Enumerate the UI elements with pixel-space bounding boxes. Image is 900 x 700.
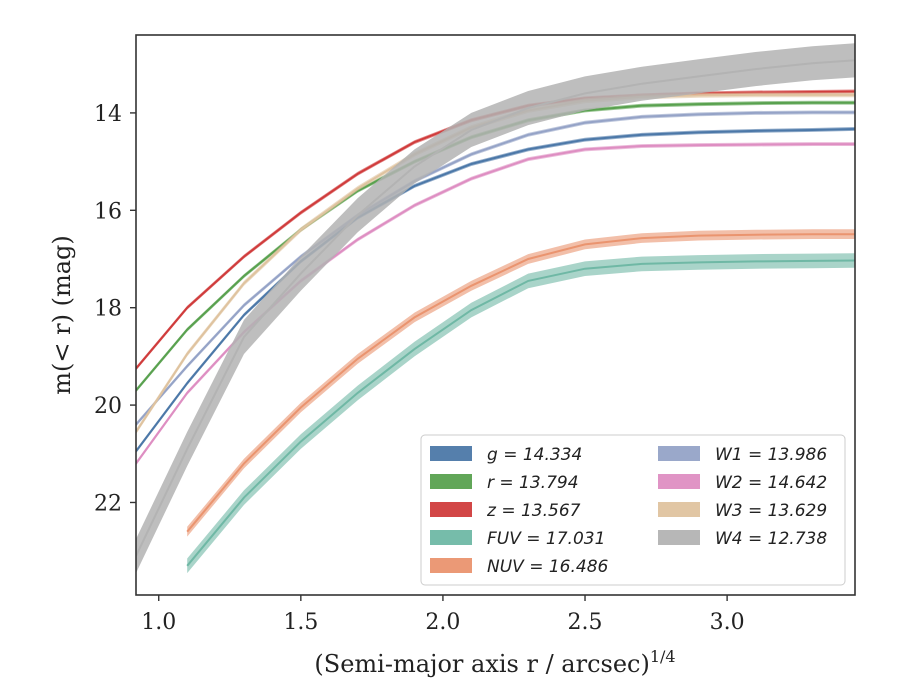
legend-label-w3: W3 = 13.629 (715, 501, 827, 521)
series-fuv-line (186, 259, 855, 567)
legend-swatch-w2 (658, 474, 700, 489)
legend-swatch-w3 (658, 502, 700, 517)
legend-swatch-w1 (658, 446, 700, 461)
series-g (136, 127, 855, 454)
x-tick-label: 2.5 (568, 610, 603, 635)
legend-swatch-fuv (430, 530, 472, 545)
y-tick-label: 20 (94, 394, 122, 419)
legend-label-z: z = 13.567 (486, 501, 581, 521)
legend-entry-w3: W3 = 13.629 (658, 501, 827, 521)
legend-entry-g: g = 14.334 (430, 445, 582, 465)
plot-frame (135, 34, 856, 596)
legend-entry-w2: W2 = 14.642 (658, 473, 827, 493)
legend-label-w4: W4 = 12.738 (715, 529, 827, 549)
legend-entry-nuv: NUV = 16.486 (430, 557, 609, 577)
series-g-line (136, 128, 855, 452)
legend-swatch-g (430, 446, 472, 461)
y-tick-label: 18 (94, 297, 122, 322)
legend-label-fuv: FUV = 17.031 (487, 529, 605, 549)
legend-entry-z: z = 13.567 (430, 501, 581, 521)
y-axis-label: m(< r) (mag) (48, 235, 76, 394)
ticks-layer: 1.0 1.5 2.0 2.5 3.0 14 16 18 20 22 (94, 102, 745, 635)
x-axis-label: (Semi-major axis r / arcsec)1/4 (314, 647, 675, 678)
legend-label-w2: W2 = 14.642 (715, 473, 827, 493)
series-fuv (186, 253, 855, 574)
legend-label-r: r = 13.794 (487, 473, 579, 493)
y-tick-label: 22 (94, 491, 122, 516)
legend-swatch-r (430, 474, 472, 489)
legend-entry-w1: W1 = 13.986 (658, 445, 827, 465)
series-w4-band (136, 43, 855, 574)
legend-swatch-w4 (658, 530, 700, 545)
legend: g = 14.334 r = 13.794 z = 13.567 FUV = 17.0… (420, 434, 846, 586)
series-w4 (136, 43, 855, 574)
legend-label-nuv: NUV = 16.486 (487, 557, 609, 577)
series-layer (136, 43, 855, 574)
x-tick-label: 2.0 (425, 610, 460, 635)
series-w1 (136, 110, 855, 427)
legend-swatch-nuv (430, 558, 472, 573)
legend-label-g: g = 14.334 (487, 445, 582, 465)
legend-label-w1: W1 = 13.986 (715, 445, 827, 465)
legend-entry-fuv: FUV = 17.031 (430, 529, 605, 549)
x-tick-label: 1.5 (283, 610, 318, 635)
legend-frame (420, 434, 846, 586)
series-w4-line (136, 59, 855, 557)
legend-entry-r: r = 13.794 (430, 473, 579, 493)
legend-entry-w4: W4 = 12.738 (658, 529, 827, 549)
series-w1-line (136, 111, 855, 426)
y-tick-label: 16 (94, 199, 122, 224)
series-nuv-line (186, 233, 855, 533)
series-nuv (186, 229, 855, 537)
legend-swatch-z (430, 502, 472, 517)
x-tick-label: 3.0 (710, 610, 745, 635)
y-tick-label: 14 (94, 102, 122, 127)
x-tick-label: 1.0 (141, 610, 176, 635)
